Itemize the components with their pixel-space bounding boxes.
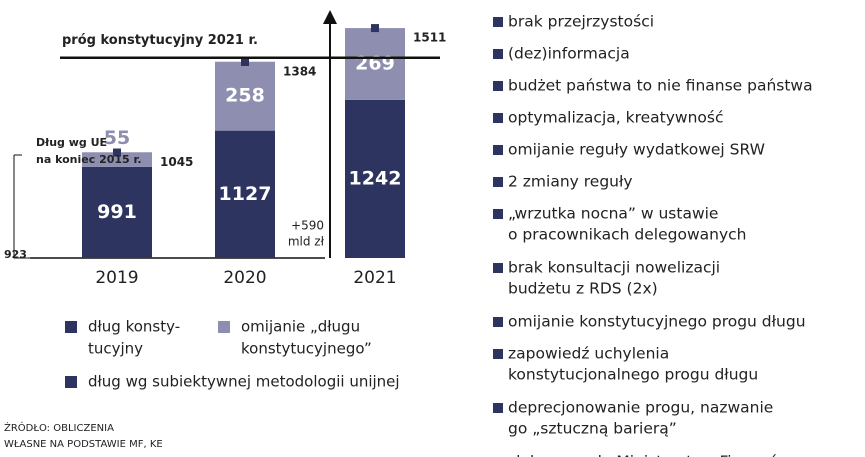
- value-label: 269: [355, 53, 395, 75]
- list-item: omijanie reguły wydatkowej SRW: [508, 141, 765, 159]
- annotation-value: 923: [4, 248, 27, 261]
- list-item: budżet państwa to nie finanse państwa: [508, 77, 813, 95]
- list-item: 2 zmiany reguły: [508, 173, 633, 191]
- bullet: [493, 263, 503, 273]
- list-item: słabnąca rola Ministerstwa Finansów: [508, 453, 791, 457]
- list-item: optymalizacja, kreatywność: [508, 109, 723, 127]
- legend-label: dług konsty-: [88, 318, 180, 336]
- bullet: [493, 17, 503, 27]
- list-item: zapowiedź uchylenia: [508, 345, 669, 363]
- marker: [241, 57, 249, 66]
- bar-segment: [82, 166, 152, 258]
- list-item: „wrzutka nocna” w ustawie: [508, 205, 718, 223]
- legend-swatch: [218, 321, 230, 333]
- bar-segment: [215, 61, 275, 131]
- arrow-head: [323, 10, 337, 24]
- marker: [113, 148, 121, 157]
- x-tick-label: 2020: [223, 268, 266, 288]
- bullet: [493, 113, 503, 123]
- legend-label: omijanie „długu: [241, 318, 360, 336]
- list-item: budżetu z RDS (2x): [508, 280, 658, 298]
- x-tick-label: 2019: [95, 268, 138, 288]
- bar-segment: [345, 28, 405, 100]
- bullet: [493, 81, 503, 91]
- bar-segment: [345, 99, 405, 259]
- list-item: o pracownikach delegowanych: [508, 226, 746, 244]
- bullet: [493, 145, 503, 155]
- bullet: [493, 317, 503, 327]
- list-item: deprecjonowanie progu, nazwanie: [508, 399, 773, 417]
- annotation: na koniec 2015 r.: [36, 153, 142, 166]
- legend-swatch: [65, 376, 77, 388]
- list-item: (dez)informacja: [508, 45, 630, 63]
- list-item: konstytucjonalnego progu długu: [508, 366, 758, 384]
- legend-label: tucyjny: [88, 340, 143, 358]
- bullet: [493, 209, 503, 219]
- value-label: 1127: [219, 183, 272, 205]
- annotation: mld zł: [288, 235, 325, 249]
- bullet: [493, 403, 503, 413]
- bullet: [493, 49, 503, 59]
- legend-label: dług wg subiektywnej metodologii unijnej: [88, 373, 400, 391]
- threshold-label: próg konstytucyjny 2021 r.: [62, 33, 258, 48]
- bar-segment: [82, 152, 152, 167]
- list-item: omijanie konstytucyjnego progu długu: [508, 313, 806, 331]
- x-tick-label: 2021: [353, 268, 396, 288]
- bar-segment: [215, 130, 275, 258]
- total-label: 1384: [283, 64, 316, 78]
- annotation: +590: [291, 219, 324, 233]
- list-item: brak konsultacji nowelizacji: [508, 259, 720, 277]
- value-label: 1242: [349, 167, 402, 189]
- source: ŹRÓDŁO: OBLICZENIA: [4, 421, 114, 434]
- total-label: 1511: [413, 31, 446, 45]
- list-item: brak przejrzystości: [508, 13, 654, 31]
- marker: [371, 24, 379, 33]
- value-label: 991: [97, 201, 137, 223]
- annotation: Dług wg UE: [36, 136, 107, 149]
- bracket: [13, 155, 30, 259]
- bullet: [493, 349, 503, 359]
- legend-label: konstytucyjnego”: [241, 340, 372, 358]
- source: WŁASNE NA PODSTAWIE MF, KE: [4, 439, 163, 450]
- list-item: go „sztuczną barierą”: [508, 420, 677, 438]
- legend-swatch: [65, 321, 77, 333]
- bullet: [493, 177, 503, 187]
- value-label: 258: [225, 85, 265, 107]
- total-label: 1045: [160, 155, 193, 169]
- value-label: 55: [104, 127, 130, 149]
